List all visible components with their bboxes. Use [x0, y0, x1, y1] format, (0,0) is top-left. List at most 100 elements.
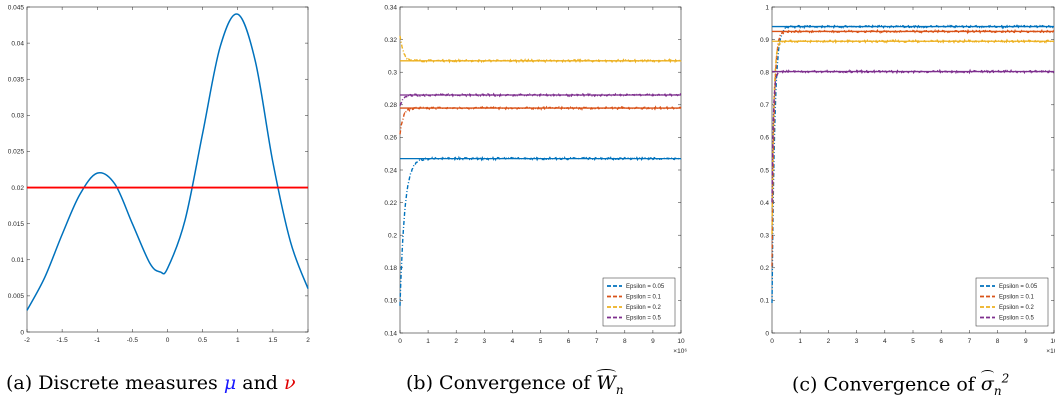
y-tick-label: 0.01: [11, 257, 24, 264]
legend-label-4: Epsilon = 0.5: [999, 316, 1035, 322]
legend-label-2: Epsilon = 0.1: [999, 295, 1035, 301]
caption-c-symbol: σ: [980, 370, 994, 396]
axes-box: [26, 6, 309, 333]
x-tick-label: 2: [306, 337, 310, 344]
y-tick-label: 0.24: [384, 167, 397, 174]
y-tick-label: 0.04: [11, 40, 24, 47]
measure-mu-curve: [26, 13, 309, 311]
x-tick-label: 3: [482, 338, 486, 345]
y-tick-label: 0.03: [11, 113, 24, 120]
x-tick-label: 2: [454, 338, 458, 345]
series-trace-4: [399, 92, 682, 106]
x-tick-label: 1: [798, 338, 802, 345]
y-tick-label: 0.3: [760, 233, 769, 240]
y-tick-label: 0.32: [384, 37, 397, 44]
series-trace-1: [771, 23, 1055, 304]
caption-a-mu: μ: [223, 372, 237, 394]
chart-panel-3: 0 1 2 3 4 5 6 7 8 9 10 0 0.1 0.2 0.3 0.4 0.5 0.6 0.7 0.8 0.9…: [760, 4, 1055, 355]
x-exponent-label: ×10⁶: [1046, 348, 1055, 355]
x-tick-label: 7: [595, 338, 599, 345]
y-tick-label: 0.025: [8, 149, 25, 156]
x-tick-label: -2: [24, 337, 30, 344]
y-tick-label: 0.045: [8, 4, 25, 11]
x-tick-label: 8: [623, 338, 627, 345]
x-tick-label: 3: [855, 338, 859, 345]
x-tick-label: 9: [1024, 338, 1028, 345]
y-tick-label: 0.015: [8, 221, 25, 228]
caption-b-symbol: W: [596, 369, 616, 394]
y-tick-label: 0.005: [8, 293, 25, 300]
y-tick-label: 0.4: [760, 200, 769, 207]
legend-label-3: Epsilon = 0.2: [626, 305, 662, 311]
y-tick-label: 0.9: [760, 37, 769, 44]
y-tick-label: 0.26: [384, 135, 397, 142]
caption-b-sub: n: [615, 382, 624, 397]
caption-c-sup: 2: [1001, 372, 1010, 386]
x-tick-label: 5: [911, 338, 915, 345]
caption-b: (b) Convergence of Wn: [406, 369, 624, 397]
y-tick-label: 0.2: [760, 265, 769, 272]
caption-a-prefix: (a) Discrete measures: [6, 372, 224, 394]
x-tick-label: 10: [1050, 338, 1055, 345]
y-tick-label: 0.14: [384, 330, 397, 337]
x-tick-label: 4: [511, 338, 515, 345]
y-tick-label: 1: [765, 4, 769, 11]
legend-label-3: Epsilon = 0.2: [999, 305, 1035, 311]
y-tick-label: 0.02: [11, 185, 24, 192]
caption-b-prefix: (b) Convergence of: [406, 372, 597, 394]
y-tick-label: 0.28: [384, 102, 397, 109]
x-tick-label: 6: [567, 338, 571, 345]
x-tick-label: -1: [94, 337, 100, 344]
legend-label-4: Epsilon = 0.5: [626, 316, 662, 322]
x-tick-label: 1: [236, 337, 240, 344]
series-trace-3: [399, 35, 682, 64]
y-tick-label: 0.18: [384, 265, 397, 272]
y-tick-label: 0.035: [8, 77, 25, 84]
x-tick-label: 1: [426, 338, 430, 345]
x-exponent-label: ×10⁶: [673, 348, 687, 355]
caption-a-nu: ν: [284, 372, 296, 394]
x-tick-label: 0: [770, 338, 774, 345]
x-tick-label: -1.5: [57, 337, 69, 344]
legend-label-1: Epsilon = 0.05: [999, 284, 1038, 290]
legend: Epsilon = 0.05 Epsilon = 0.1 Epsilon = 0.2…: [602, 277, 676, 327]
y-tick-label: 0: [20, 329, 24, 336]
y-tick-label: 0.34: [384, 4, 397, 11]
series-trace-4: [771, 68, 1055, 203]
caption-a-and: and: [236, 372, 285, 394]
x-tick-label: 0.5: [198, 337, 207, 344]
x-tick-label: 6: [939, 338, 943, 345]
series-trace-2: [399, 105, 682, 135]
caption-a: (a) Discrete measures μ and ν: [6, 372, 296, 394]
legend-label-2: Epsilon = 0.1: [626, 295, 662, 301]
y-tick-label: 0.5: [760, 167, 769, 174]
x-tick-label: 9: [651, 338, 655, 345]
y-tick-label: 0.3: [388, 70, 397, 77]
caption-c-prefix: (c) Convergence of: [792, 373, 981, 396]
x-tick-label: -0.5: [127, 337, 139, 344]
chart-panel-2: 0 1 2 3 4 5 6 7 8 9 10 0.14 0.16 0.18 0.2 0.22 0.24 0.26 0…: [384, 4, 687, 355]
series-trace-3: [771, 38, 1055, 235]
y-tick-label: 0: [765, 330, 769, 337]
chart-panel-1: -2 -1.5 -1 -0.5 0 0.5 1 1.5 2 0 0.005 0.01 0.015 0.02…: [8, 4, 310, 344]
y-tick-label: 0.2: [388, 233, 397, 240]
x-tick-label: 0: [166, 337, 170, 344]
y-tick-label: 0.6: [760, 135, 769, 142]
x-tick-label: 5: [539, 338, 543, 345]
x-tick-label: 8: [996, 338, 1000, 345]
y-tick-label: 0.7: [760, 102, 769, 109]
x-tick-label: 1.5: [268, 337, 277, 344]
y-tick-label: 0.1: [760, 298, 769, 305]
y-tick-label: 0.22: [384, 200, 397, 207]
caption-c: (c) Convergence of σn2: [792, 370, 1010, 399]
legend-label-1: Epsilon = 0.05: [626, 284, 665, 290]
x-tick-label: 10: [677, 338, 685, 345]
series-trace-2: [771, 28, 1055, 267]
x-tick-label: 4: [883, 338, 887, 345]
y-tick-label: 0.8: [760, 70, 769, 77]
y-tick-label: 0.16: [384, 298, 397, 305]
x-tick-label: 7: [968, 338, 972, 345]
caption-c-sub: n: [993, 384, 1002, 399]
x-tick-label: 2: [827, 338, 831, 345]
